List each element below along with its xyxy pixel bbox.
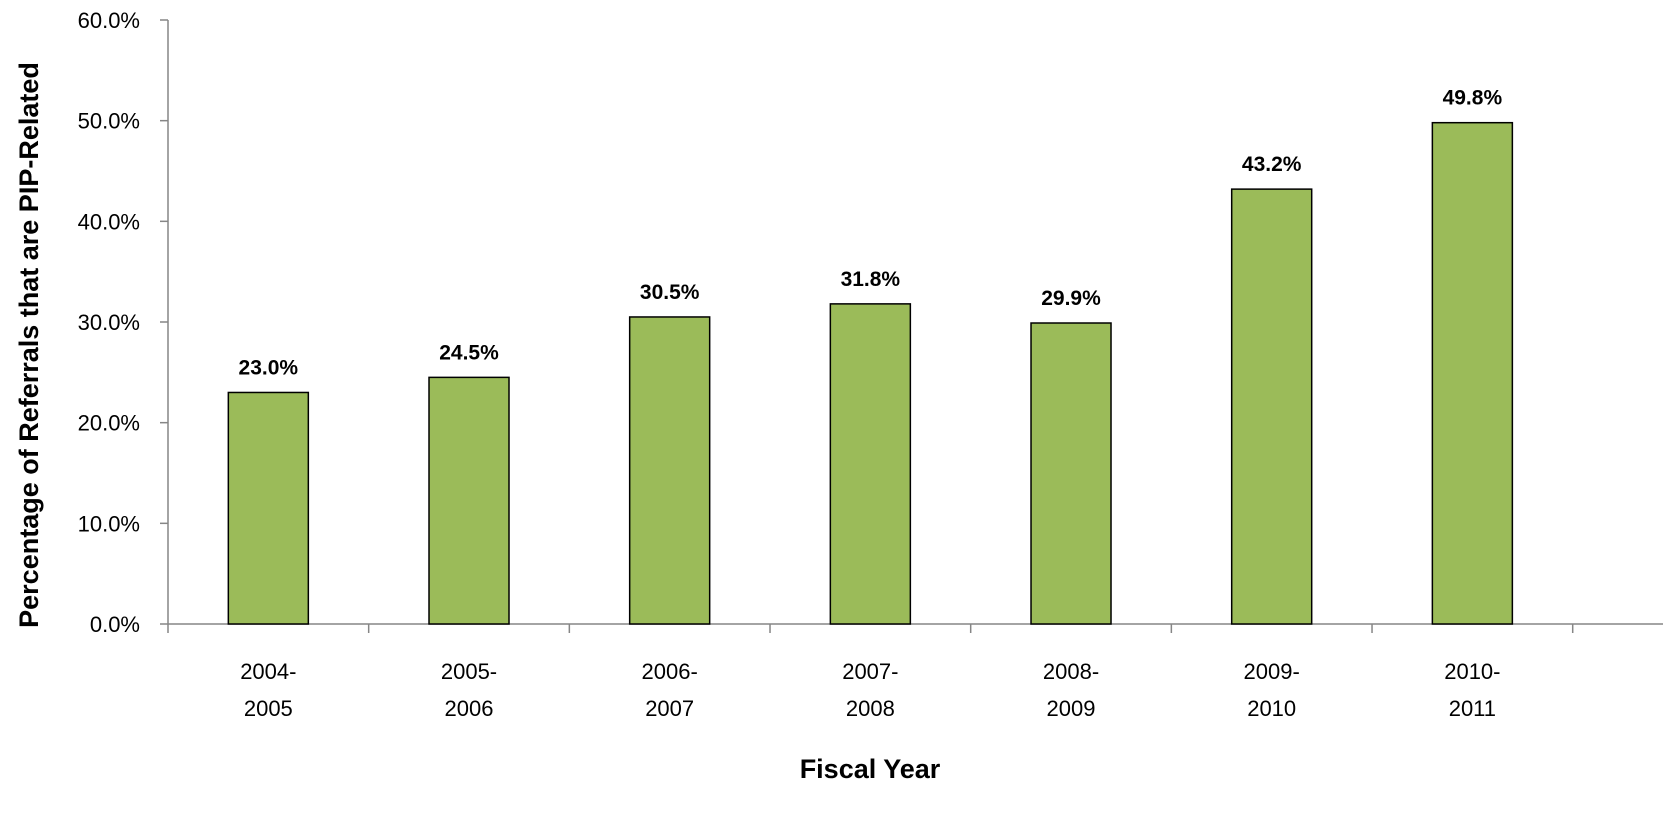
y-tick-label: 0.0% [90, 612, 140, 637]
data-label: 43.2% [1242, 153, 1302, 176]
bar [829, 303, 912, 625]
y-axis: 0.0% 10.0% 20.0% 30.0% 40.0% 50.0% 60.0% [78, 8, 169, 637]
x-tick-label: 2007-2008 [842, 659, 898, 721]
x-tick-label: 2009-2010 [1244, 659, 1300, 721]
y-tick-label: 40.0% [78, 209, 140, 234]
y-tick-label: 20.0% [78, 411, 140, 436]
data-label: 30.5% [640, 281, 700, 304]
x-axis: 2004-2005 2005-2006 2006-2007 2007-2008 2008… [167, 623, 1663, 721]
bar [1230, 188, 1313, 625]
data-label: 49.8% [1443, 87, 1503, 110]
data-labels: 23.0% 24.5% 30.5% 31.8% 29.9% 43.2% 49.8% [239, 87, 1503, 380]
data-label: 29.9% [1041, 287, 1101, 310]
bars [227, 121, 1514, 625]
y-axis-title: Percentage of Referrals that are PIP-Rel… [14, 62, 44, 628]
data-label: 31.8% [841, 268, 901, 291]
y-tick-label: 60.0% [78, 8, 140, 33]
bar [428, 376, 510, 625]
x-axis-title: Fiscal Year [800, 754, 941, 784]
bar [1431, 121, 1514, 625]
bar [1030, 322, 1112, 625]
x-tick-label: 2005-2006 [441, 659, 497, 721]
x-tick-label: 2006-2007 [642, 659, 698, 721]
x-tick-label: 2010-2011 [1444, 659, 1500, 721]
y-tick-label: 10.0% [78, 511, 140, 536]
bar [227, 391, 310, 625]
data-label: 23.0% [239, 356, 299, 379]
x-tick-label: 2004-2005 [240, 659, 296, 721]
data-label: 24.5% [439, 341, 499, 364]
bar [628, 316, 711, 625]
y-tick-label: 50.0% [78, 109, 140, 134]
y-tick-label: 30.0% [78, 310, 140, 335]
x-tick-label: 2008-2009 [1043, 659, 1099, 721]
